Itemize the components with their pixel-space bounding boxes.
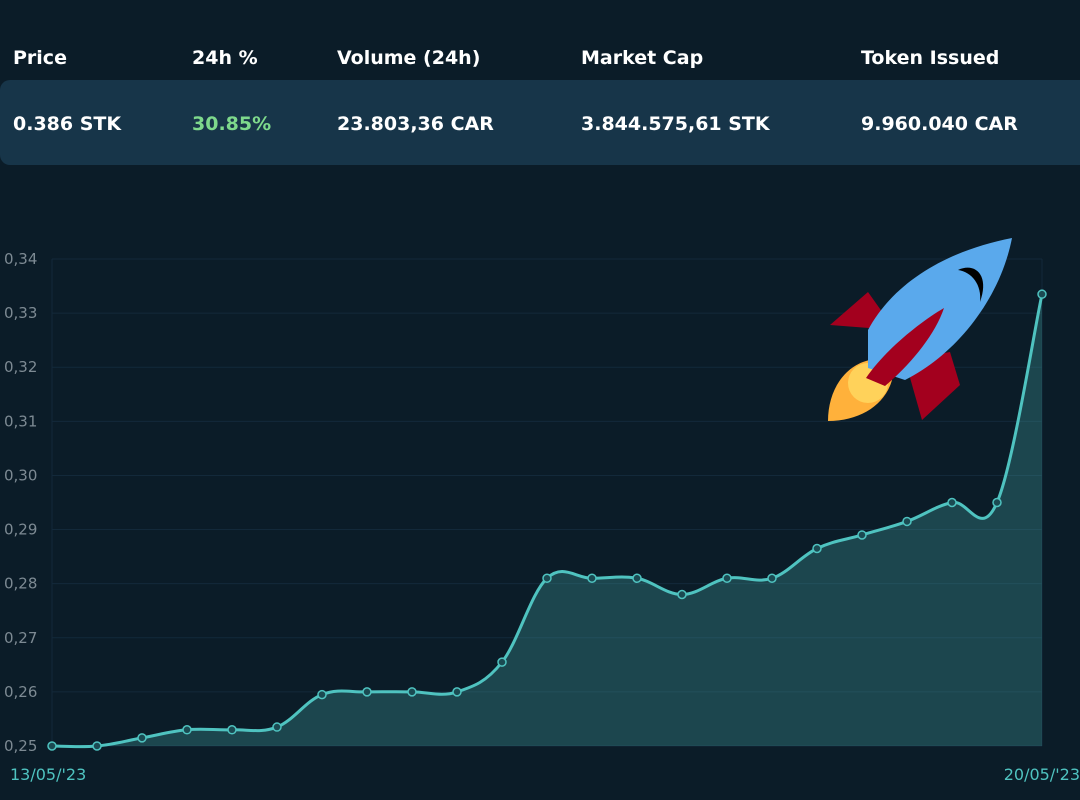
stat-label: Price <box>13 47 67 69</box>
stat-label: Token Issued <box>861 47 1000 69</box>
point <box>137 733 147 743</box>
stat-label: Market Cap <box>581 47 704 69</box>
area-fill <box>52 294 1042 747</box>
stat-value: 30.85% <box>192 113 272 135</box>
point <box>182 725 192 735</box>
point <box>767 573 777 584</box>
point <box>947 497 957 508</box>
y-tick-label: 0,34 <box>4 250 37 268</box>
point <box>722 573 732 584</box>
y-tick-label: 0,29 <box>4 521 37 539</box>
point <box>857 530 867 540</box>
stat-value: 23.803,36 CAR <box>337 113 494 135</box>
rocket-icon <box>828 238 1012 421</box>
y-tick-label: 0,28 <box>4 575 37 593</box>
stat-value: 9.960.040 CAR <box>861 113 1018 135</box>
stats-panel: Price 0.386 STK 24h % 30.85% Volume (24h) 23.… <box>0 0 1080 170</box>
point <box>452 687 462 697</box>
point <box>542 573 552 584</box>
point <box>587 573 597 584</box>
point <box>92 741 102 751</box>
point <box>497 657 507 667</box>
point <box>407 687 417 697</box>
point <box>227 725 237 735</box>
point <box>677 589 687 600</box>
point <box>317 689 327 700</box>
y-tick-label: 0,31 <box>4 412 37 430</box>
point <box>1037 289 1047 299</box>
stat-label: Volume (24h) <box>337 47 481 69</box>
point <box>272 722 282 732</box>
stats-band <box>0 80 1080 165</box>
x-tick-label: 13/05/'23 <box>10 765 86 784</box>
stat-value: 0.386 STK <box>13 113 122 135</box>
point <box>362 687 372 697</box>
point <box>992 497 1002 508</box>
y-tick-label: 0,30 <box>4 466 37 484</box>
point <box>47 741 57 751</box>
x-tick-label: 20/05/'23 <box>1004 765 1080 784</box>
y-tick-label: 0,27 <box>4 629 37 647</box>
point <box>902 516 912 527</box>
y-tick-label: 0,33 <box>4 304 37 322</box>
y-tick-label: 0,32 <box>4 358 37 376</box>
stat-label: 24h % <box>192 47 258 69</box>
point <box>812 543 822 554</box>
y-tick-label: 0,25 <box>4 737 37 755</box>
stat-value: 3.844.575,61 STK <box>581 113 770 135</box>
y-tick-label: 0,26 <box>4 683 37 701</box>
point <box>632 573 642 584</box>
